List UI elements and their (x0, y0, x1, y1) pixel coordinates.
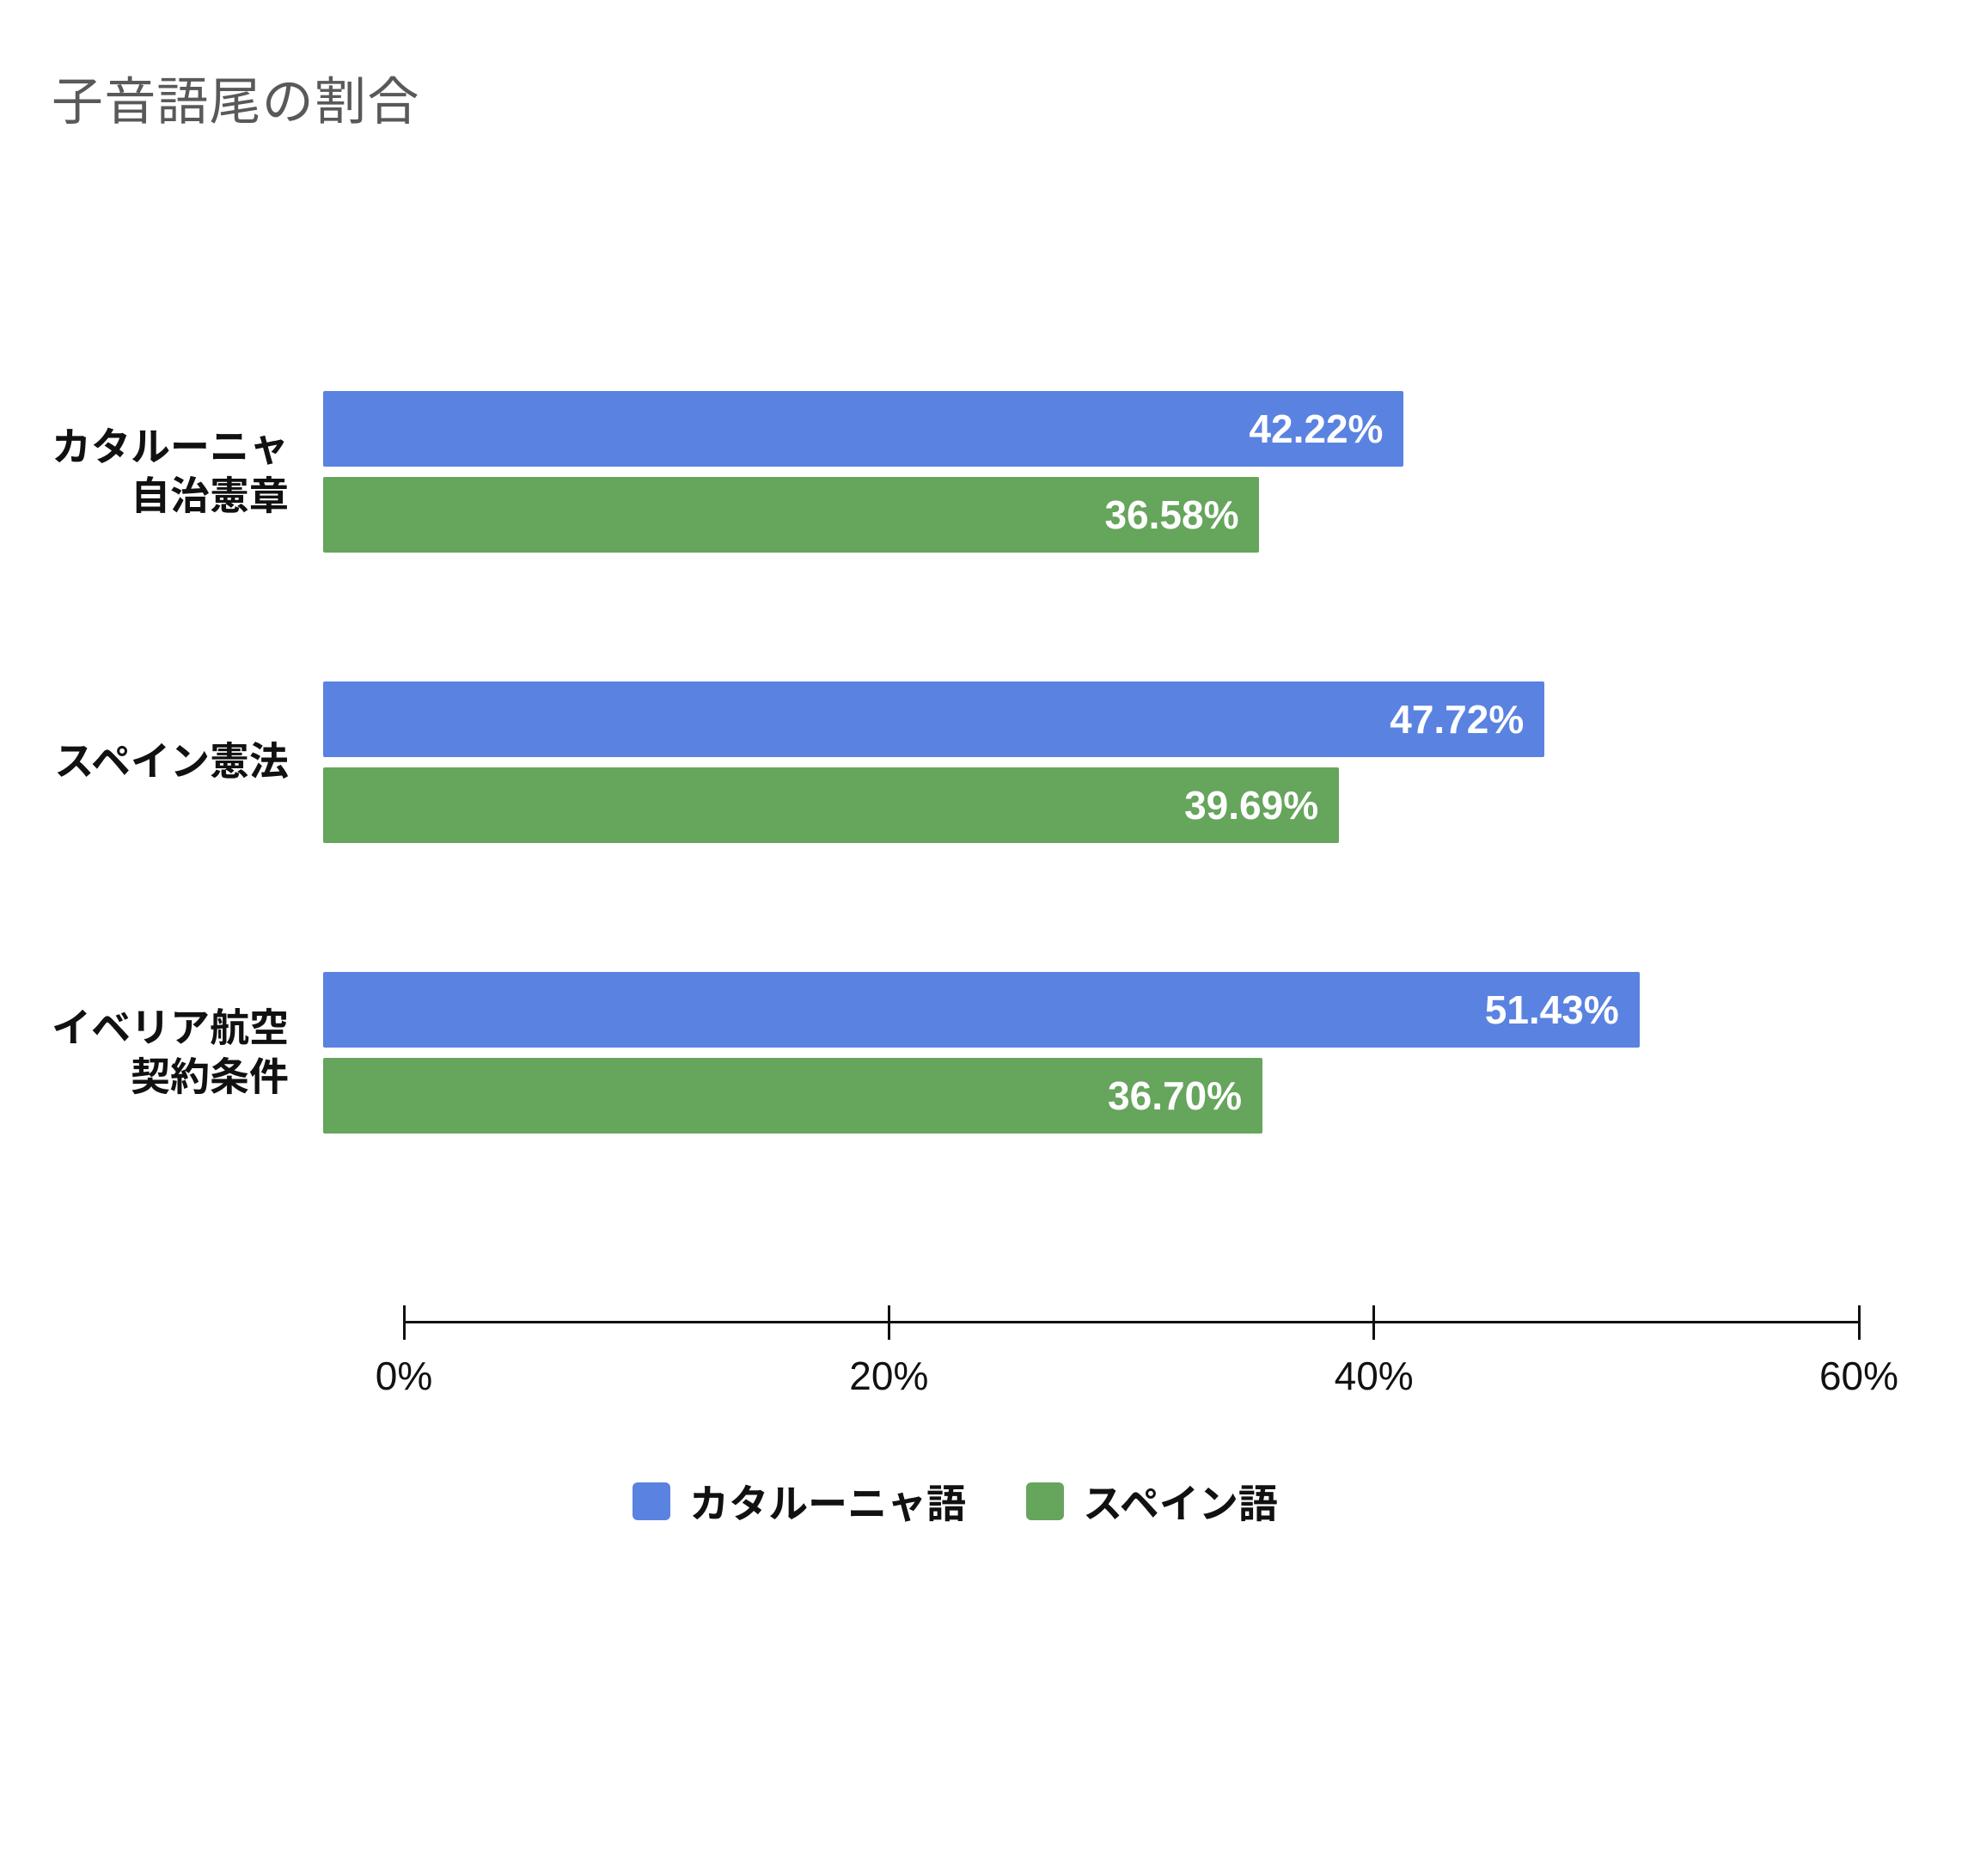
category-label-line: 契約条件 (131, 1053, 289, 1103)
bar-value-label: 42.22% (1249, 406, 1383, 452)
category-label: イベリア航空契約条件 (52, 972, 289, 1134)
bar-catalan: 51.43% (323, 972, 1640, 1048)
x-axis-tick (1858, 1305, 1861, 1340)
bar-value-label: 39.69% (1184, 782, 1318, 828)
bar-groups: 42.22%36.58% 47.72% 39.69% 51.43% 36.70% (323, 238, 1859, 1286)
bar-value-label: 47.72% (1390, 696, 1524, 742)
category-label-line: イベリア航空 (52, 1004, 289, 1054)
bar-value-label: 36.58% (1104, 492, 1238, 538)
category-label-line: 自治憲章 (131, 472, 289, 522)
x-axis-tick-labels: 0%20%40%60% (404, 1353, 1859, 1396)
x-axis-tick-label: 0% (376, 1353, 432, 1399)
x-axis-tick-label: 40% (1335, 1353, 1414, 1399)
category-label: カタルーニャ自治憲章 (52, 391, 289, 553)
legend-item-spanish: スペイン語 (1026, 1473, 1278, 1530)
bar-value-label: 51.43% (1485, 987, 1619, 1033)
category-label-line: カタルーニャ (52, 423, 289, 473)
legend: カタルーニャ語 スペイン語 (52, 1473, 1859, 1530)
bar-catalan: 42.22% (323, 391, 1403, 467)
x-axis-line (404, 1321, 1859, 1323)
chart-title: 子音語尾の割合 (52, 60, 1859, 135)
y-axis-category-labels: カタルーニャ自治憲章スペイン憲法イベリア航空契約条件 (52, 238, 323, 1286)
x-axis-tick (403, 1305, 406, 1340)
legend-swatch (633, 1482, 670, 1520)
bar-group: 47.72% 39.69% (323, 681, 1859, 843)
x-axis-tick (888, 1305, 890, 1340)
bar-spanish: 39.69% (323, 767, 1339, 843)
bar-value-label: 36.70% (1108, 1072, 1242, 1119)
legend-item-catalan: カタルーニャ語 (633, 1473, 966, 1530)
bar-spanish: 36.58% (323, 477, 1259, 553)
bar-catalan: 47.72% (323, 681, 1544, 757)
x-axis-tick (1372, 1305, 1375, 1340)
legend-label: スペイン語 (1083, 1473, 1278, 1530)
plot-area: 42.22%36.58% 47.72% 39.69% 51.43% 36.70% (323, 238, 1859, 1286)
x-axis: 0%20%40%60% (52, 1321, 1859, 1396)
x-axis-tick-label: 20% (849, 1353, 928, 1399)
x-axis-tick-label: 60% (1819, 1353, 1898, 1399)
legend-label: カタルーニャ語 (689, 1473, 966, 1530)
bar-group: 51.43% 36.70% (323, 972, 1859, 1134)
category-label-line: スペイン憲法 (54, 737, 289, 787)
chart-body: カタルーニャ自治憲章スペイン憲法イベリア航空契約条件 42.22%36.58%4… (52, 238, 1859, 1286)
category-label: スペイン憲法 (52, 681, 289, 843)
legend-swatch (1026, 1482, 1064, 1520)
bar-group: 42.22%36.58% (323, 391, 1859, 553)
bar-spanish: 36.70% (323, 1058, 1262, 1134)
